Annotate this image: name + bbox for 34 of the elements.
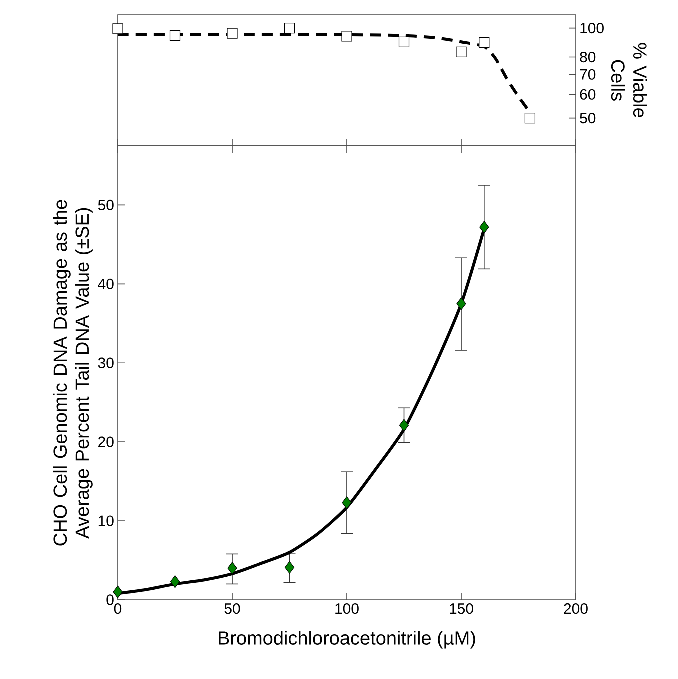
point — [284, 561, 295, 574]
y-tick-label: 0 — [106, 594, 114, 606]
point — [284, 23, 296, 34]
y-tick-label: 50 — [98, 200, 114, 211]
y-axis-title: CHO Cell Genomic DNA Damage as the Average Percent Tail DNA Value (±SE) — [53, 200, 93, 546]
x-tick-label: 150 — [450, 604, 474, 614]
point — [228, 562, 238, 575]
y-tick-label: 20 — [98, 436, 114, 448]
y-tick-label: 10 — [98, 516, 114, 526]
y-tick-label: 40 — [98, 278, 114, 290]
x-tick-label: 0 — [114, 604, 122, 614]
y-tick-label: 80 — [580, 52, 596, 63]
x-axis-title: Bromodichloroacetonitrile (µM) — [219, 631, 476, 649]
point — [342, 496, 352, 510]
point — [170, 30, 181, 42]
y-tick-label: 30 — [98, 358, 114, 368]
y-tick-label: 50 — [580, 112, 596, 124]
point — [398, 36, 410, 48]
x-tick-label: 200 — [564, 604, 588, 614]
x-tick-label: 50 — [224, 604, 240, 614]
point — [456, 298, 466, 310]
y-tick-label: 70 — [580, 69, 596, 80]
point — [342, 31, 352, 42]
x-tick-label: 100 — [336, 604, 359, 614]
point — [227, 28, 238, 39]
point — [170, 576, 180, 588]
y-tick-label: 60 — [580, 89, 596, 100]
point — [480, 221, 490, 234]
point — [399, 419, 410, 432]
point — [112, 24, 124, 34]
point — [113, 586, 123, 598]
point — [479, 38, 490, 48]
y-axis-title: % Viable Cells — [611, 43, 648, 118]
y-tick-label: 100 — [580, 22, 604, 34]
